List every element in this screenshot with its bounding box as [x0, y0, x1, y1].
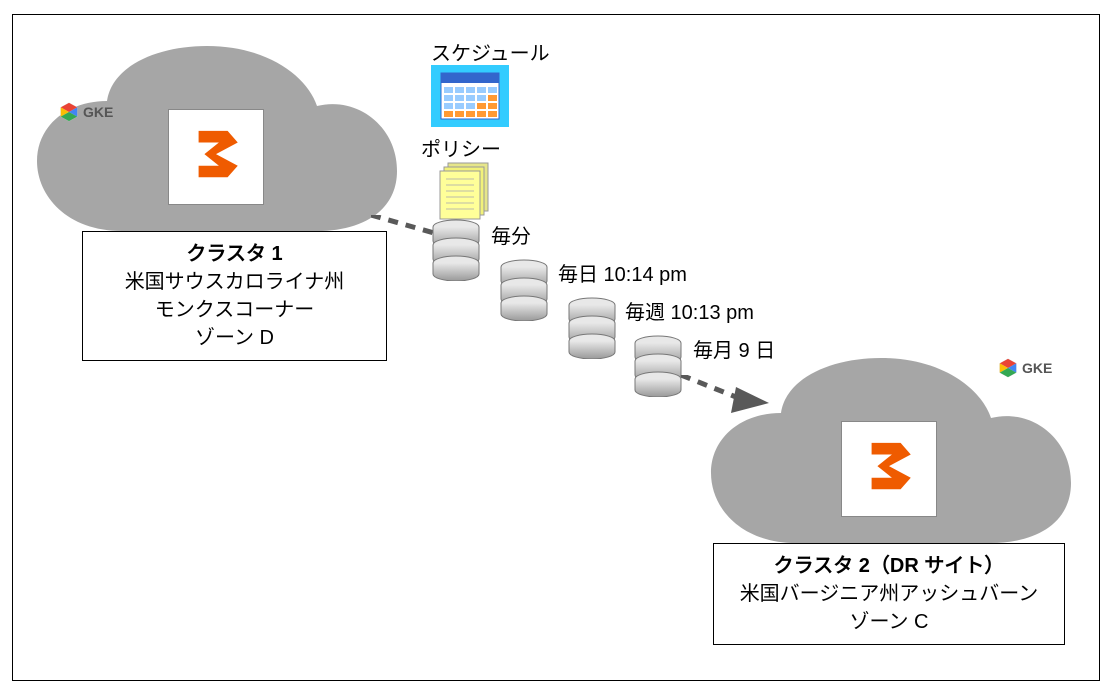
schedule-icon [431, 65, 509, 127]
cluster2-zone: ゾーン C [732, 608, 1046, 636]
policy-icon [438, 161, 496, 221]
portworx-logo [187, 128, 245, 186]
cluster1-label: クラスタ 1 米国サウスカロライナ州 モンクスコーナー ゾーン D [82, 231, 387, 361]
gke-badge-2: GKE [997, 357, 1052, 379]
cluster2-label: クラスタ 2（DR サイト） 米国バージニア州アッシュバーン ゾーン C [713, 543, 1065, 645]
db-weekly [567, 297, 617, 359]
gke-badge-1: GKE [58, 101, 113, 123]
gke-text-2: GKE [1022, 360, 1052, 376]
diagram-frame: GKE クラスタ 1 米国サウスカロライナ州 モンクスコーナー ゾーン D スケ… [12, 14, 1100, 681]
label-minute: 毎分 [491, 220, 531, 249]
gke-text-1: GKE [83, 104, 113, 120]
cluster1-zone: ゾーン D [101, 324, 368, 352]
policy-label: ポリシー [421, 133, 501, 162]
gcp-hex-icon-2 [997, 357, 1019, 379]
cluster2-title: クラスタ 2（DR サイト） [732, 552, 1046, 580]
label-daily: 毎日 10:14 pm [558, 258, 687, 287]
gcp-hex-icon [58, 101, 80, 123]
portworx-logo-2 [860, 440, 918, 498]
cluster1-title: クラスタ 1 [101, 240, 368, 268]
portworx-icon-1 [168, 109, 264, 205]
cluster1-loc1: 米国サウスカロライナ州 [101, 268, 368, 296]
cluster2-loc1: 米国バージニア州アッシュバーン [732, 580, 1046, 608]
cluster1-loc2: モンクスコーナー [101, 296, 368, 324]
db-minute [431, 219, 481, 281]
portworx-icon-2 [841, 421, 937, 517]
db-daily [499, 259, 549, 321]
label-weekly: 毎週 10:13 pm [625, 296, 754, 325]
schedule-label: スケジュール [431, 37, 550, 66]
db-monthly [633, 335, 683, 397]
